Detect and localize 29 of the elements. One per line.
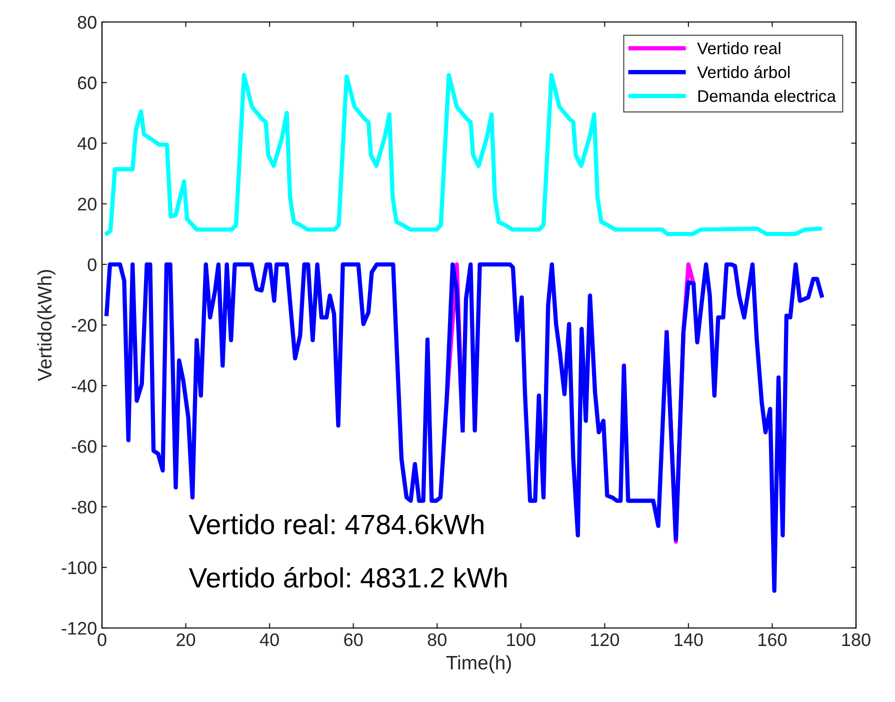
x-tick-label: 180 <box>842 633 870 646</box>
y-tick-label: -100 <box>62 561 96 574</box>
y-tick-label: 20 <box>78 198 96 211</box>
line-series <box>104 262 824 593</box>
y-tick-label: -80 <box>72 500 96 514</box>
x-tick-label: 20 <box>176 633 196 646</box>
x-tick-label: 0 <box>98 633 106 646</box>
annotation: Vertido real: 4784.6kWh <box>188 514 484 534</box>
x-tick-label: 60 <box>344 633 363 646</box>
y-tick-label: -60 <box>72 440 96 453</box>
y-tick-label: 0 <box>88 258 96 272</box>
y-tick-label: -40 <box>72 380 96 392</box>
legend-label: Demanda electrica <box>698 90 836 102</box>
x-tick-label: 160 <box>758 633 787 646</box>
y-tick-label: -20 <box>72 318 96 332</box>
legend-label: Vertido árbol <box>697 66 790 78</box>
x-tick-label: 140 <box>674 633 703 646</box>
y-axis-title: Vertido(kWh) <box>37 270 56 382</box>
legend-label: Vertido real <box>697 42 780 54</box>
y-tick-label: 60 <box>78 76 96 90</box>
annotation: Vertido árbol: 4831.2 kWh <box>188 566 507 588</box>
x-axis-title: Time(h) <box>446 655 511 674</box>
y-tick-label: 40 <box>77 137 96 150</box>
y-tick-label: 80 <box>78 16 96 29</box>
y-tick-label: -120 <box>62 622 96 635</box>
x-tick-label: 80 <box>428 633 446 646</box>
x-tick-label: 100 <box>507 633 536 646</box>
x-tick-label: 120 <box>590 633 620 646</box>
x-tick-label: 40 <box>260 633 279 646</box>
